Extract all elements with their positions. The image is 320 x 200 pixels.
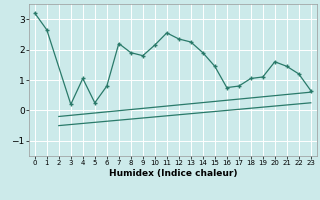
X-axis label: Humidex (Indice chaleur): Humidex (Indice chaleur) bbox=[108, 169, 237, 178]
